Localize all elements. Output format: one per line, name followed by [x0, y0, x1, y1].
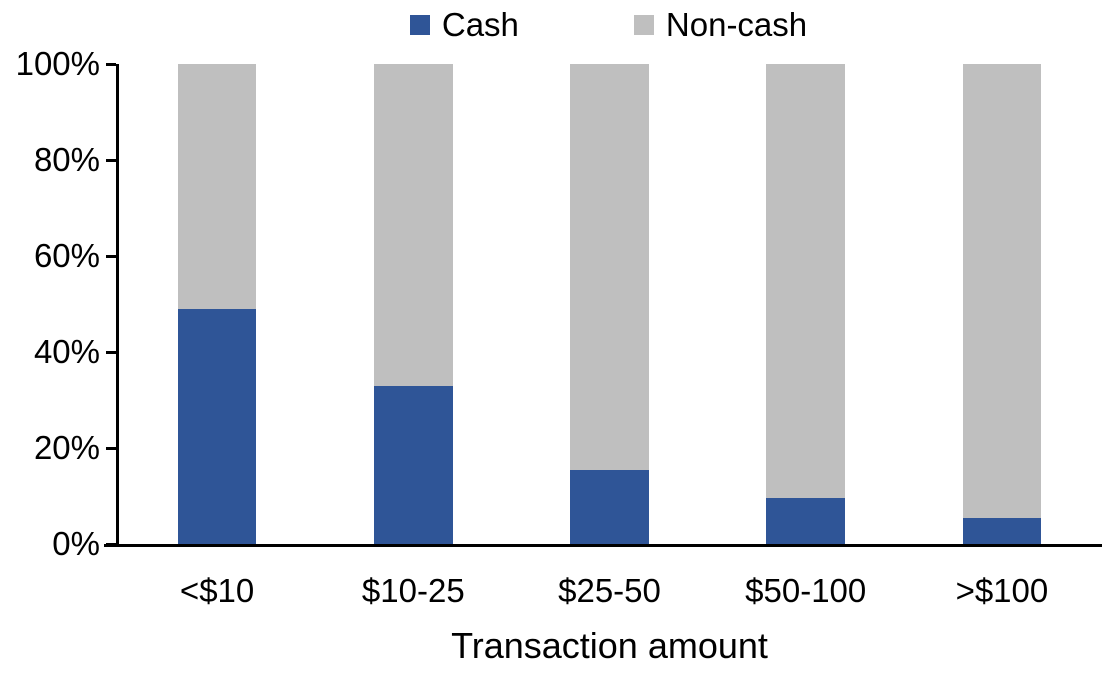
bar-segment-cash [374, 385, 453, 544]
x-axis-line [104, 544, 1102, 547]
y-tick-label: 0% [52, 525, 100, 562]
x-axis-title: Transaction amount [451, 625, 768, 666]
legend-swatch-cash [409, 14, 430, 35]
stacked-bar [766, 64, 845, 544]
bar-segment-non-cash [570, 64, 649, 470]
legend-swatch-non-cash [633, 14, 654, 35]
bar-segment-cash [766, 498, 845, 544]
x-tick-label: $50-100 [745, 572, 867, 609]
legend-item-non-cash: Non-cash [633, 6, 808, 43]
plot-area [119, 64, 1100, 544]
y-tick-mark [106, 255, 116, 258]
y-tick-mark [106, 63, 116, 66]
x-tick-label: $25-50 [558, 572, 661, 609]
category-slot [315, 64, 511, 544]
bar-segment-non-cash [962, 64, 1042, 518]
category-slot [708, 64, 904, 544]
y-axis-line [116, 64, 119, 547]
bar-segment-non-cash [177, 64, 257, 309]
y-tick-label: 40% [33, 333, 100, 370]
y-tick-label: 80% [33, 141, 100, 178]
bar-segment-cash [177, 308, 257, 544]
x-axis-labels: <$10 $10-25 $25-50 $50-100 >$100 [119, 572, 1100, 609]
y-tick-mark [106, 159, 116, 162]
legend-label: Non-cash [665, 6, 808, 43]
bar-segment-non-cash [374, 64, 453, 386]
y-tick-mark [106, 447, 116, 450]
category-slot [511, 64, 707, 544]
legend: Cash Non-cash [117, 8, 1100, 41]
category-slot [119, 64, 315, 544]
x-tick-label: >$100 [955, 572, 1049, 609]
bar-segment-non-cash [766, 64, 845, 499]
x-tick-label: <$10 [179, 572, 255, 609]
stacked-bar [374, 64, 453, 544]
legend-item-cash: Cash [409, 6, 519, 43]
x-tick-label: $10-25 [361, 572, 465, 609]
y-tick-label: 20% [33, 429, 100, 466]
stacked-bar [570, 64, 649, 544]
y-tick-label: 100% [15, 45, 100, 82]
bar-segment-cash [962, 517, 1042, 544]
category-slot [904, 64, 1100, 544]
bar-segment-cash [570, 469, 649, 544]
stacked-bar [962, 64, 1042, 544]
legend-label: Cash [441, 6, 519, 43]
y-tick-label: 60% [33, 237, 100, 274]
y-tick-mark [106, 351, 116, 354]
stacked-bar [177, 64, 257, 544]
